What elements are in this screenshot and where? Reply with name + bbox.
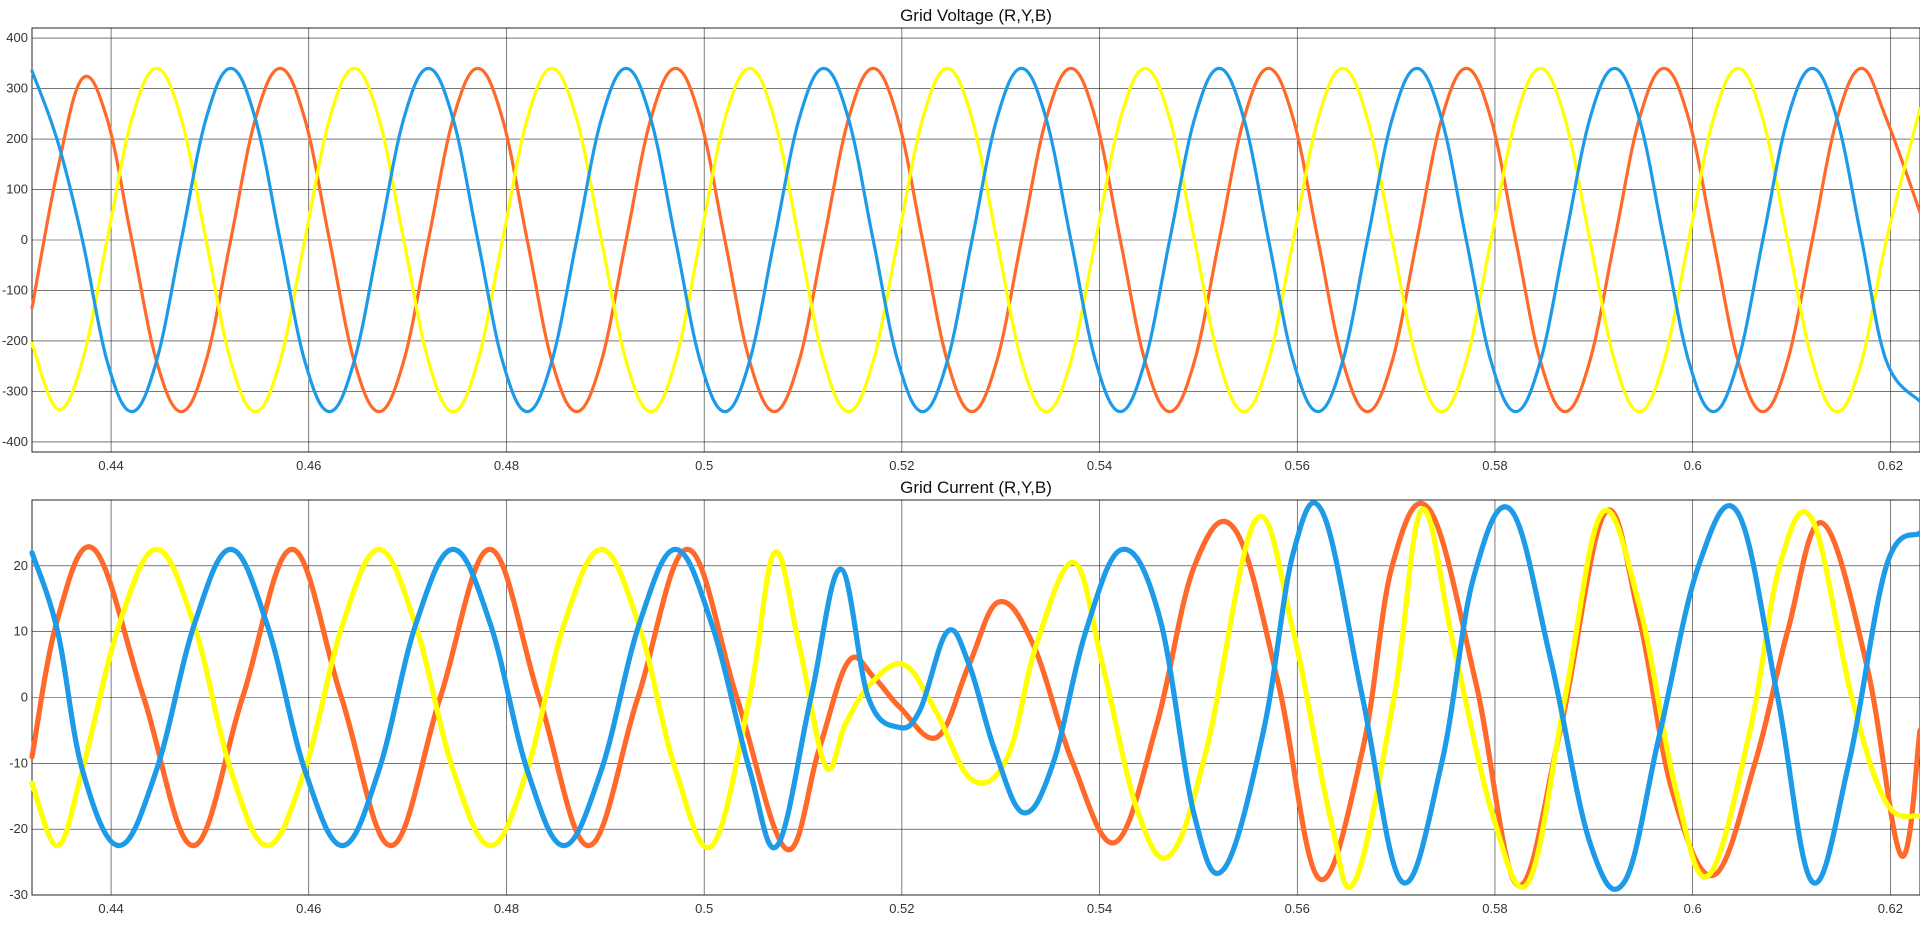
current-x-tick-label: 0.46 [296, 901, 321, 916]
current-plot-panel: Grid Current (R,Y,B) 0.44 0.46 0.48 0.5 0.52… [9, 478, 1920, 916]
voltage-x-tick-label: 0.54 [1087, 458, 1112, 473]
voltage-y-tick-label: 300 [6, 81, 28, 96]
current-plot-title: Grid Current (R,Y,B) [900, 478, 1052, 497]
current-y-tick-label: -20 [9, 821, 28, 836]
voltage-y-tick-label: -300 [2, 383, 28, 398]
current-x-tick-label: 0.62 [1878, 901, 1903, 916]
voltage-x-tick-label: 0.58 [1482, 458, 1507, 473]
voltage-x-ticks: 0.44 0.46 0.48 0.5 0.52 0.54 0.56 0.58 0.6 0.62 [98, 458, 1903, 473]
voltage-x-tick-label: 0.6 [1684, 458, 1702, 473]
current-y-tick-label: -30 [9, 887, 28, 902]
voltage-y-ticks: -400 -300 -200 -100 0 100 200 300 400 [2, 30, 28, 449]
voltage-series-group [30, 66, 1920, 414]
voltage-series-r-phase [30, 66, 1920, 414]
current-y-tick-label: 20 [14, 558, 28, 573]
current-x-tick-label: 0.52 [889, 901, 914, 916]
voltage-series-b-phase [30, 66, 1920, 414]
voltage-x-tick-label: 0.44 [98, 458, 123, 473]
current-x-tick-label: 0.56 [1285, 901, 1310, 916]
voltage-x-tick-label: 0.62 [1878, 458, 1903, 473]
current-y-tick-label: 10 [14, 624, 28, 639]
current-x-tick-label: 0.54 [1087, 901, 1112, 916]
current-x-tick-label: 0.5 [695, 901, 713, 916]
voltage-y-tick-label: 200 [6, 131, 28, 146]
voltage-y-tick-label: -100 [2, 282, 28, 297]
voltage-y-tick-label: -400 [2, 434, 28, 449]
current-series-y-phase [29, 506, 1920, 891]
current-x-tick-label: 0.6 [1684, 901, 1702, 916]
current-x-tick-label: 0.48 [494, 901, 519, 916]
voltage-y-tick-label: -200 [2, 333, 28, 348]
current-y-ticks: -30 -20 -10 0 10 20 [9, 558, 28, 902]
voltage-grid [32, 28, 1920, 452]
voltage-y-tick-label: 100 [6, 182, 28, 197]
voltage-x-tick-label: 0.56 [1285, 458, 1310, 473]
voltage-x-tick-label: 0.46 [296, 458, 321, 473]
voltage-x-tick-label: 0.5 [695, 458, 713, 473]
voltage-plot-title: Grid Voltage (R,Y,B) [900, 6, 1052, 25]
current-x-ticks: 0.44 0.46 0.48 0.5 0.52 0.54 0.56 0.58 0.6 0.62 [98, 901, 1903, 916]
current-x-tick-label: 0.44 [98, 901, 123, 916]
current-y-tick-label: -10 [9, 755, 28, 770]
voltage-plot-panel: Grid Voltage (R,Y,B) 0.44 0.46 0.48 0.5 0.52… [2, 6, 1920, 473]
current-x-tick-label: 0.58 [1482, 901, 1507, 916]
current-series-r-phase [29, 500, 1920, 888]
voltage-y-tick-label: 400 [6, 30, 28, 45]
current-series-group [29, 500, 1920, 892]
current-y-tick-label: 0 [21, 690, 28, 705]
voltage-x-tick-label: 0.48 [494, 458, 519, 473]
voltage-x-tick-label: 0.52 [889, 458, 914, 473]
current-series-b-phase [29, 500, 1920, 892]
voltage-y-tick-label: 0 [21, 232, 28, 247]
voltage-series-y-phase [30, 66, 1920, 414]
